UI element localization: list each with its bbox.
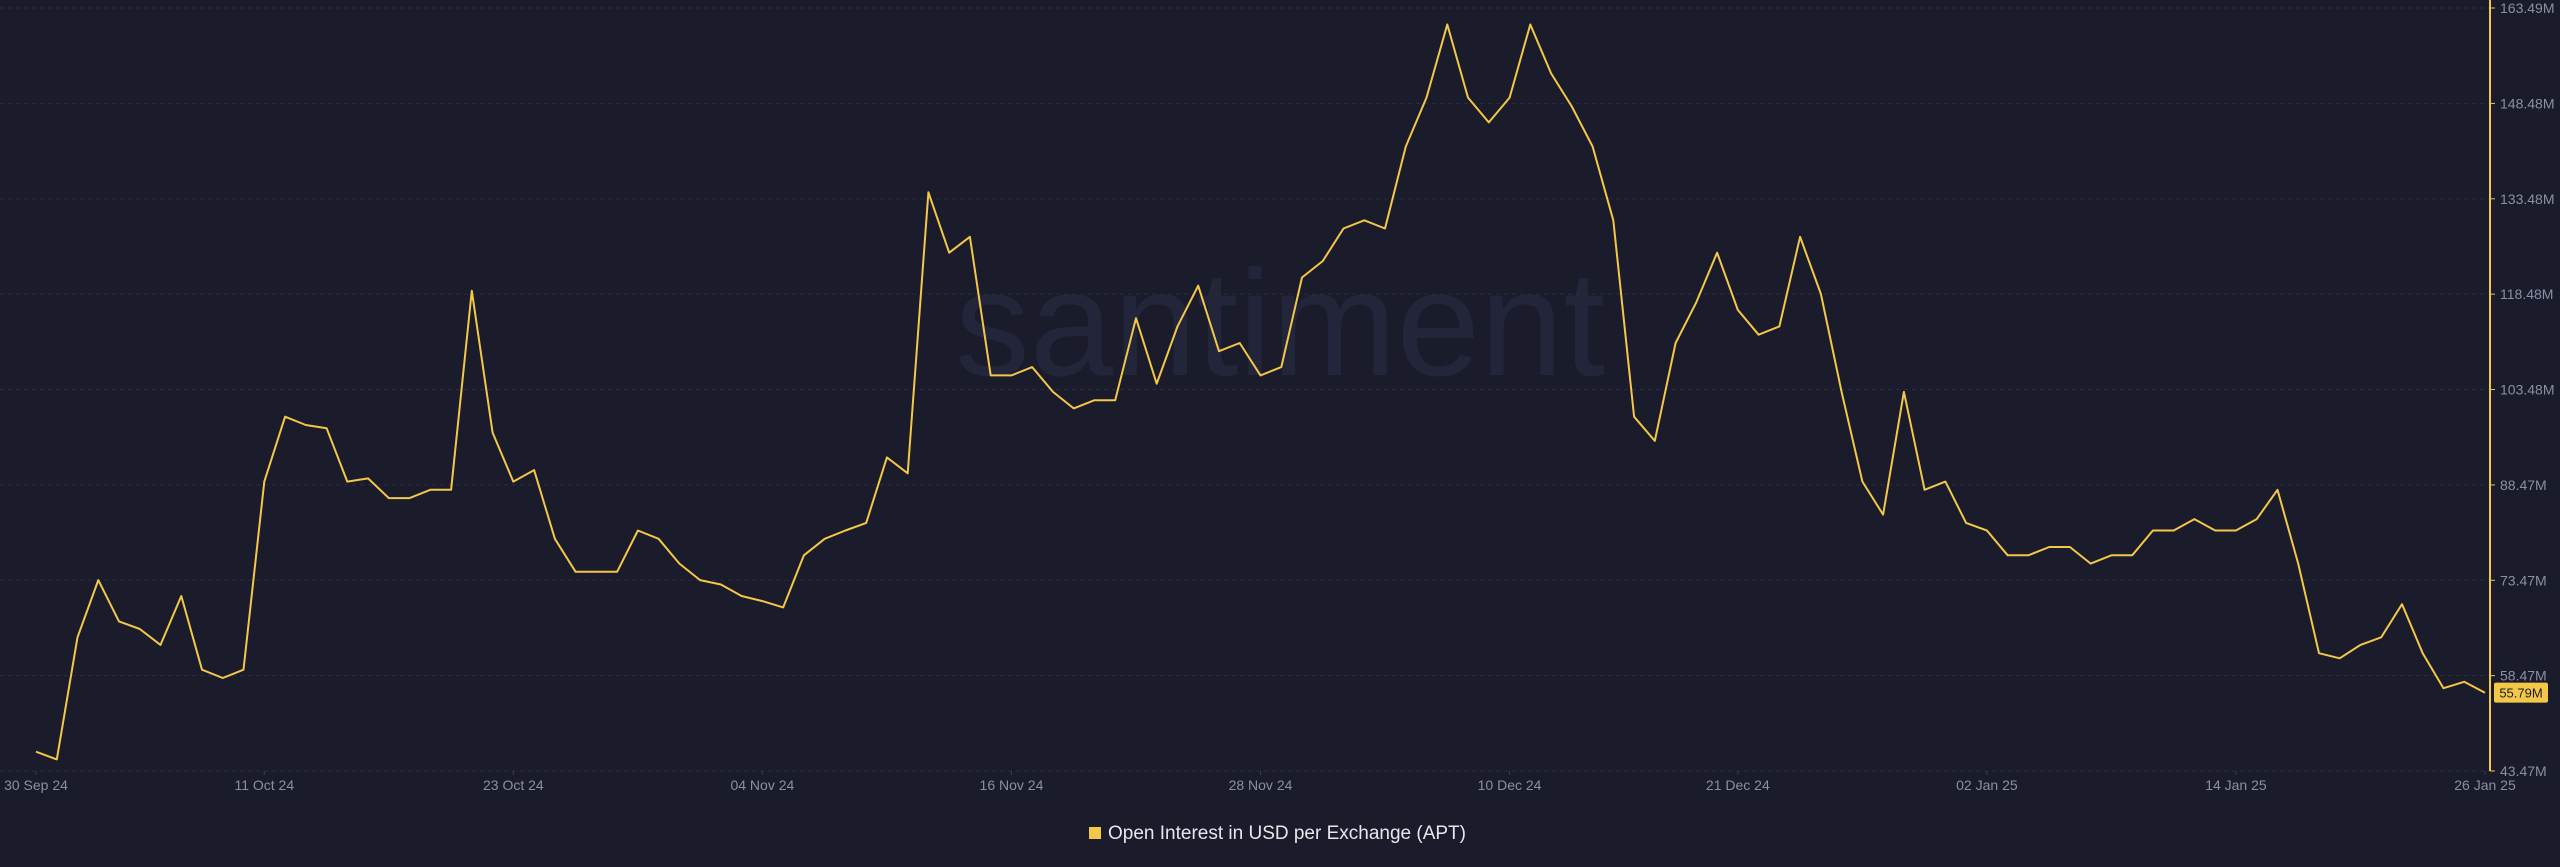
y-tick-label: 43.47M — [2500, 763, 2547, 779]
y-tick-label: 133.48M — [2500, 191, 2554, 207]
y-tick-label: 118.48M — [2500, 286, 2553, 302]
y-tick-label: 103.48M — [2500, 382, 2554, 398]
x-tick-label: 16 Nov 24 — [980, 777, 1044, 793]
y-tick-label: 88.47M — [2500, 477, 2547, 493]
y-tick-label: 73.47M — [2500, 572, 2547, 588]
x-tick-label: 04 Nov 24 — [730, 777, 794, 793]
x-tick-label: 11 Oct 24 — [234, 777, 294, 793]
x-tick-label: 30 Sep 24 — [4, 777, 68, 793]
x-tick-label: 02 Jan 25 — [1956, 777, 2018, 793]
line-series — [35, 23, 2486, 761]
x-tick-label: 10 Dec 24 — [1478, 777, 1542, 793]
x-tick-label: 26 Jan 25 — [2454, 777, 2516, 793]
legend-swatch — [1089, 827, 1101, 839]
y-tick-label: 163.49M — [2500, 0, 2554, 16]
legend-label: Open Interest in USD per Exchange (APT) — [1108, 823, 1466, 844]
x-tick-label: 23 Oct 24 — [483, 777, 544, 793]
value-tag-label: 55.79M — [2499, 686, 2542, 701]
x-tick-label: 28 Nov 24 — [1229, 777, 1293, 793]
x-tick-label: 14 Jan 25 — [2205, 777, 2267, 793]
x-tick-label: 21 Dec 24 — [1706, 777, 1770, 793]
value-tag — [2494, 682, 2548, 703]
y-tick-label: 58.47M — [2500, 668, 2547, 684]
watermark: santiment — [955, 239, 1605, 407]
y-tick-label: 148.48M — [2500, 95, 2554, 111]
